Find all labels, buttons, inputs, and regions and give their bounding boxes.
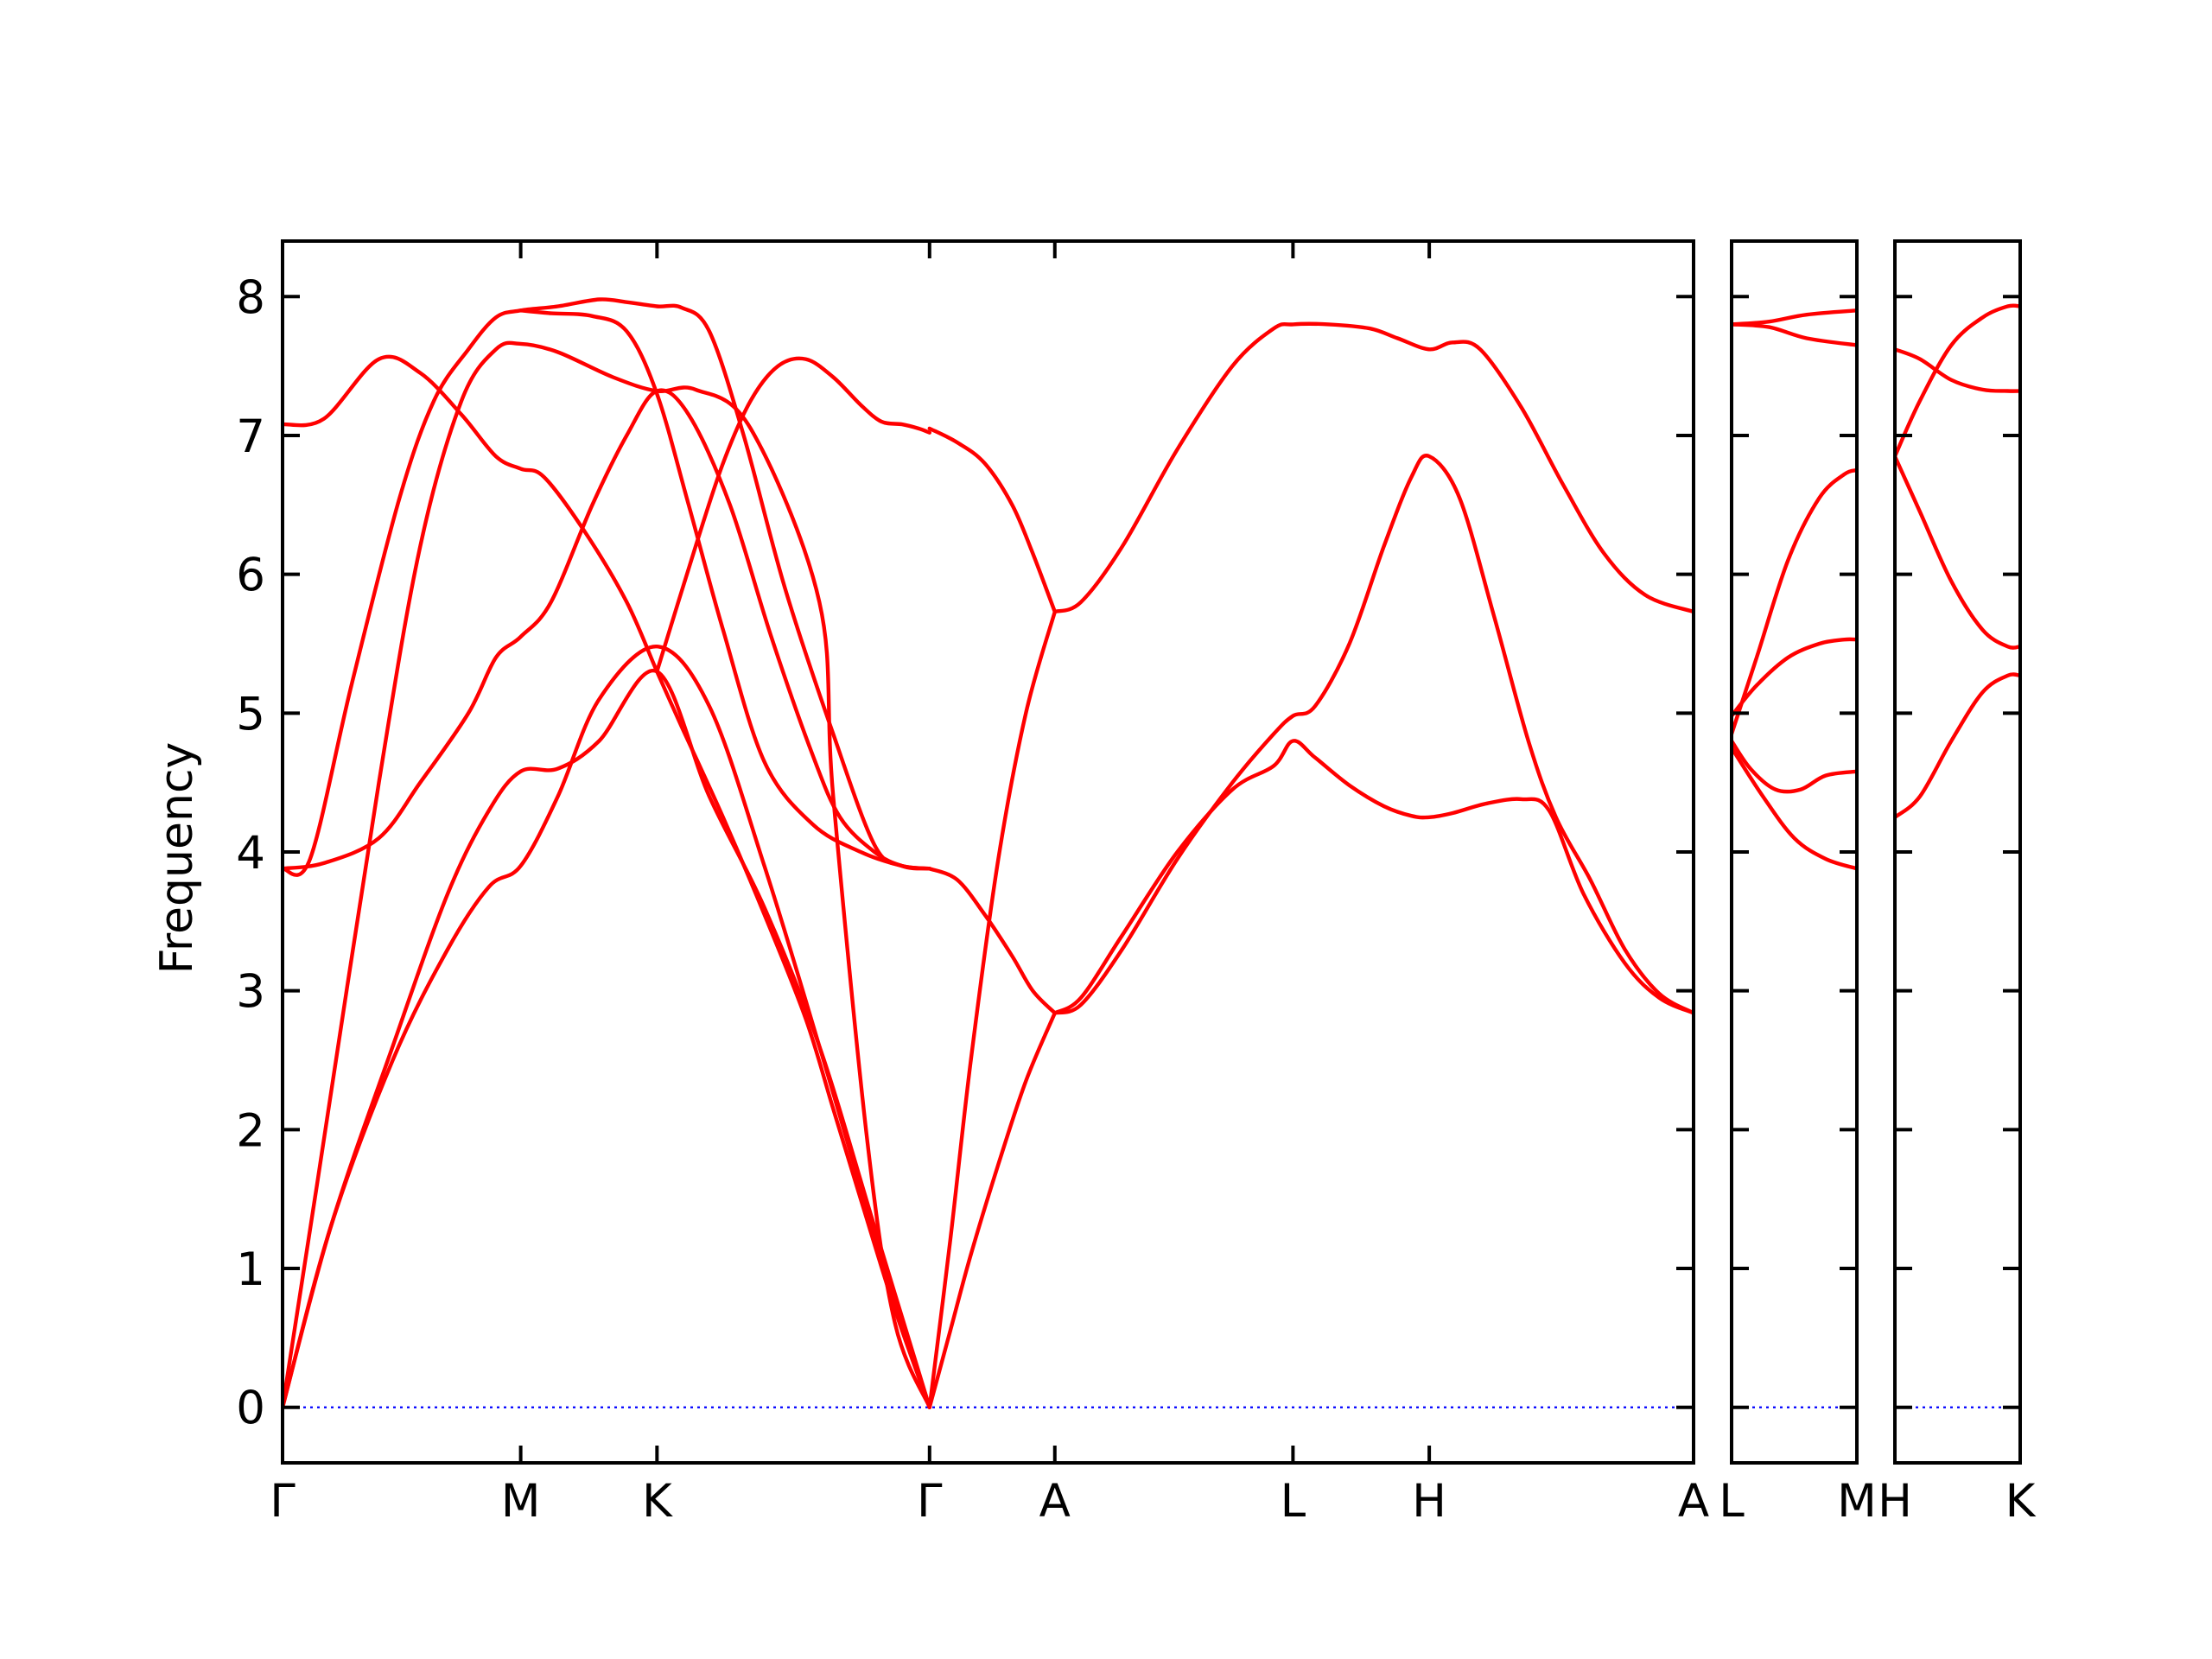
- band-main-9: [927, 609, 1057, 1409]
- x-tick-label: A: [1678, 1475, 1709, 1528]
- y-tick-label: 0: [236, 1382, 265, 1435]
- panel-main: 0 1 2 3 4 5 6 7 8 Γ M K Γ A L H A: [236, 239, 1709, 1528]
- band-group: [283, 297, 1694, 1409]
- y-tick-label: 2: [236, 1104, 265, 1157]
- band-main-12: [1052, 321, 1694, 614]
- band-LM-3: [1732, 637, 1857, 718]
- band-main-11: [927, 426, 1057, 614]
- band-HK-2: [1895, 454, 2020, 650]
- y-tick-label: 6: [236, 550, 265, 602]
- band-LM-1: [1732, 322, 1857, 347]
- band-HK-1: [1895, 303, 2020, 459]
- band-main-1: [283, 668, 931, 1409]
- x-tick-label: K: [642, 1475, 673, 1528]
- panel-frame: [281, 239, 1695, 1465]
- x-tick-label: H: [1412, 1475, 1446, 1528]
- band-main-7: [927, 867, 1057, 1015]
- x-tick-label: M: [1837, 1475, 1877, 1528]
- x-tick-label: Γ: [917, 1475, 943, 1528]
- panel-frame: [1893, 239, 2022, 1465]
- band-main-2: [283, 340, 931, 1409]
- x-tick-label: A: [1039, 1475, 1071, 1528]
- band-main-4: [283, 354, 931, 1409]
- y-tick-label: 5: [236, 688, 265, 741]
- band-LM-4: [1732, 739, 1857, 794]
- band-main-3: [283, 297, 931, 877]
- y-tick-label: 8: [236, 271, 265, 324]
- y-tick-label: 7: [236, 410, 265, 463]
- band-main-8: [927, 1011, 1057, 1409]
- panel-frame: [1730, 239, 1859, 1465]
- band-main-13: [1052, 739, 1694, 1015]
- x-tick-label: Γ: [270, 1475, 296, 1528]
- x-tick-label: L: [1719, 1475, 1745, 1528]
- band-LM-0: [1732, 308, 1857, 327]
- band-HK-3: [1895, 672, 2020, 819]
- y-tick-label: 3: [236, 966, 265, 1019]
- band-group: [1732, 308, 1857, 871]
- x-tick-label: H: [1878, 1475, 1912, 1528]
- x-tick-label: M: [501, 1475, 541, 1528]
- x-tick-label: K: [2005, 1475, 2037, 1528]
- band-main-5: [283, 388, 931, 871]
- band-HK-0: [1895, 347, 2020, 393]
- band-LM-2: [1732, 467, 1857, 736]
- band-main-10: [655, 356, 931, 674]
- y-tick-label: 4: [236, 827, 265, 880]
- y-axis-label: Frequency: [151, 742, 203, 975]
- band-main-6: [518, 308, 931, 871]
- y-tick-label: 1: [236, 1243, 265, 1296]
- x-tick-label: L: [1281, 1475, 1306, 1528]
- band-group: [1895, 303, 2020, 819]
- band-main-14: [1052, 454, 1694, 1015]
- band-LM-5: [1732, 746, 1857, 871]
